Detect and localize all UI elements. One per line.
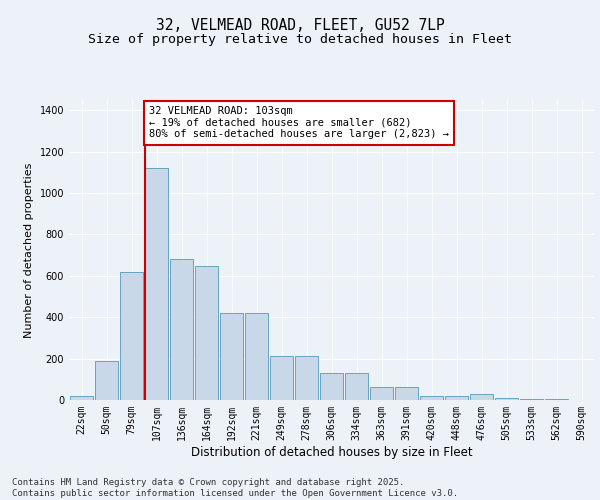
Bar xyxy=(370,386,393,400)
Bar xyxy=(195,266,218,400)
Bar xyxy=(445,396,468,400)
Bar xyxy=(495,398,518,400)
Bar xyxy=(520,399,543,400)
Bar xyxy=(395,386,418,400)
Bar xyxy=(295,356,318,400)
Bar xyxy=(245,313,268,400)
Bar xyxy=(170,260,193,400)
Text: Size of property relative to detached houses in Fleet: Size of property relative to detached ho… xyxy=(88,34,512,46)
Bar xyxy=(320,373,343,400)
Bar xyxy=(470,394,493,400)
Text: 32 VELMEAD ROAD: 103sqm
← 19% of detached houses are smaller (682)
80% of semi-d: 32 VELMEAD ROAD: 103sqm ← 19% of detache… xyxy=(149,106,449,140)
Y-axis label: Number of detached properties: Number of detached properties xyxy=(24,162,34,338)
Bar xyxy=(95,360,118,400)
Bar xyxy=(145,168,168,400)
Bar xyxy=(220,313,243,400)
Bar xyxy=(70,396,93,400)
Text: Contains HM Land Registry data © Crown copyright and database right 2025.
Contai: Contains HM Land Registry data © Crown c… xyxy=(12,478,458,498)
Bar xyxy=(420,396,443,400)
Bar xyxy=(345,373,368,400)
X-axis label: Distribution of detached houses by size in Fleet: Distribution of detached houses by size … xyxy=(191,446,472,458)
Bar xyxy=(120,272,143,400)
Text: 32, VELMEAD ROAD, FLEET, GU52 7LP: 32, VELMEAD ROAD, FLEET, GU52 7LP xyxy=(155,18,445,32)
Bar xyxy=(270,356,293,400)
